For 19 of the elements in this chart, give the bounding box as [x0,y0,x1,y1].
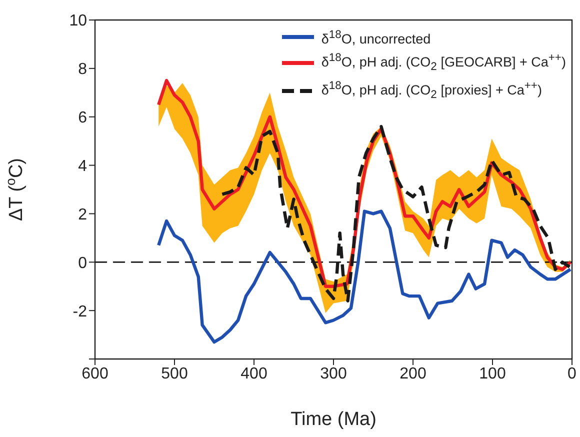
y-tick-label: 2 [78,206,88,224]
y-tick-label: 10 [69,12,88,30]
x-tick-label: 600 [82,365,108,382]
x-axis-title: Time (Ma) [290,409,376,430]
x-tick-label: 0 [568,365,577,382]
y-tick-label: 6 [78,110,88,127]
x-tick-label: 200 [400,365,426,382]
y-tick-label: -2 [72,303,88,320]
y-tick-label: 4 [78,158,88,175]
x-tick-label: 300 [320,365,347,382]
legend-label: δ$^{18}$O, pH adj. (CO$_{2}$ [GEOCARB] + Ca$^{++}$) [321,50,566,75]
y-tick-label: 8 [78,61,88,78]
x-tick-label: 400 [240,365,268,382]
legend-label: δ$^{18}$O, uncorrected [321,28,431,48]
legend-label: δ$^{18}$O, pH adj. (CO$_{2}$ [proxies] + Ca$^{++}$) [321,78,542,103]
line-series [157,210,572,344]
x-tick-label: 500 [161,365,188,382]
y-tick-label: 0 [78,254,88,272]
x-tick-label: 100 [479,365,506,382]
